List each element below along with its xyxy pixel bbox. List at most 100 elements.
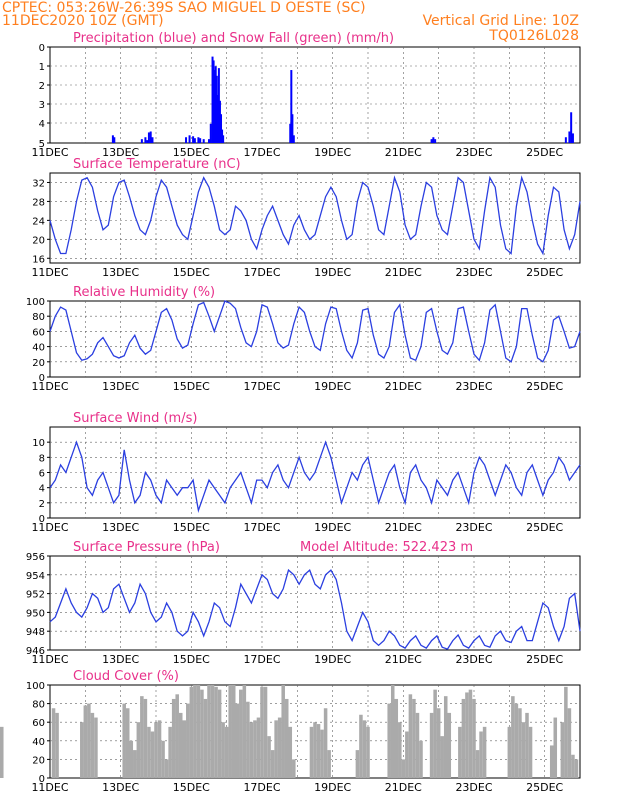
precip-ytick-label: 1 (39, 62, 45, 73)
wind-ytick-label: 6 (39, 469, 45, 480)
cloud-bar (292, 759, 296, 778)
header-location: CPTEC: 053:26W-26:39S SAO MIGUEL D OESTE… (2, 0, 366, 16)
pressure-ytick-label: 946 (26, 646, 45, 657)
cloud-bar (51, 708, 56, 778)
pressure-xtick-label: 19DEC (314, 653, 351, 666)
cloud-bar (284, 698, 289, 778)
cloud-bar (210, 685, 215, 778)
cloud-bar (150, 731, 155, 778)
cloud-bar (249, 722, 254, 778)
cloud-bar (316, 724, 321, 778)
precip-bar (144, 137, 147, 143)
cloud-bar (231, 685, 236, 778)
pressure-frame (49, 555, 581, 651)
cloud-bar (147, 726, 151, 778)
precip-bar (216, 95, 219, 143)
pressure-line (49, 568, 581, 650)
precip-bar (209, 123, 212, 143)
pressure-ytick-label: 948 (26, 627, 45, 638)
panel-temp: 16 20 24 28 32 11DEC 13DEC 15DEC 17DEC 19DEC 21DEC… (31, 157, 581, 279)
cloud-bar (447, 712, 452, 778)
precip-bar (570, 112, 573, 143)
wind-xtick-label: 19DEC (314, 521, 351, 534)
precip-bar (571, 133, 574, 143)
cloud-bar (224, 726, 229, 778)
cloud-bar (553, 717, 558, 778)
precip-xtick-label: 21DEC (385, 146, 422, 159)
pressure-ytick-label: 956 (26, 552, 45, 563)
cloud-bar (288, 726, 293, 778)
pressure-ytick-label: 952 (26, 590, 45, 601)
cloud-bar (405, 731, 409, 778)
cloud-bar (214, 686, 218, 778)
cloud-bar (221, 722, 225, 778)
cloud-xtick-label: 11DEC (31, 781, 68, 794)
precip-xtick-label: 11DEC (31, 146, 68, 159)
cloud-ytick-label: 60 (32, 718, 45, 729)
pressure-title: Surface Pressure (hPa) (73, 540, 220, 555)
cloud-bar (94, 717, 98, 778)
cloud-bar (239, 689, 243, 778)
temp-ytick-label: 16 (32, 254, 45, 265)
pressure-xtick-label: 13DEC (102, 653, 139, 666)
precip-bar (188, 135, 191, 143)
cloud-bar (443, 696, 448, 778)
precip-bar (146, 140, 149, 143)
cloud-bar (90, 712, 95, 778)
precip-bar (151, 137, 154, 143)
cloud-bar (171, 698, 176, 778)
precip-ytick-label: 0 (39, 43, 45, 54)
panel-wind: 0 2 4 6 8 10 11DEC 13DEC 15DEC 17DEC 19DEC 21DEC 23D… (31, 411, 581, 534)
cloud-xtick-label: 25DEC (526, 781, 563, 794)
rh-xtick-label: 23DEC (455, 380, 492, 393)
cloud-bar (267, 736, 271, 778)
cloud-bar (125, 708, 130, 778)
cloud-bar (189, 686, 194, 778)
cloud-bar (528, 726, 533, 778)
temp-xtick-label: 25DEC (526, 266, 563, 279)
precip-title: Precipitation (blue) and Snow Fall (gree… (73, 31, 394, 46)
cloud-bar (203, 698, 208, 778)
cloud-bar (274, 720, 278, 778)
temp-xtick-label: 19DEC (314, 266, 351, 279)
rh-frame (49, 300, 581, 378)
cloud-bar (560, 722, 565, 778)
cloud-bar (281, 685, 285, 778)
precip-bar (430, 139, 433, 143)
cloud-bar (320, 729, 324, 778)
wind-title: Surface Wind (m/s) (73, 411, 197, 426)
cloud-bar (161, 740, 165, 778)
precip-bar (292, 135, 295, 143)
cloud-bar (207, 685, 211, 778)
cloud-bar (235, 703, 240, 778)
cloud-bar (228, 685, 232, 778)
precip-xtick-label: 19DEC (314, 146, 351, 159)
wind-xtick-label: 23DEC (455, 521, 492, 534)
cloud-bar (217, 689, 222, 778)
rh-ytick-label: 40 (32, 343, 45, 354)
cloud-bar (571, 754, 575, 778)
cloud-bar (327, 750, 331, 778)
cloud-bar (419, 740, 423, 778)
cloud-bar (408, 694, 413, 778)
temp-ytick-label: 20 (32, 235, 45, 246)
cloud-xtick-label: 17DEC (243, 781, 280, 794)
cloud-xtick-label: 23DEC (455, 781, 492, 794)
cloud-bar (246, 701, 250, 778)
pressure-xtick-label: 17DEC (243, 653, 280, 666)
cloud-bar (355, 750, 360, 778)
temp-ytick-label: 24 (32, 216, 45, 227)
cloud-bar (465, 692, 469, 778)
precip-bar (291, 114, 294, 143)
pressure-ytick-label: 950 (26, 608, 45, 619)
cloud-bar (122, 703, 126, 778)
rh-title: Relative Humidity (%) (73, 285, 215, 300)
precip-bar (212, 60, 215, 143)
rh-ytick-label: 100 (26, 297, 45, 308)
precip-ytick-label: 5 (39, 139, 45, 150)
cloud-bar (507, 726, 512, 778)
cloud-bar (401, 759, 406, 778)
cloud-bar (309, 726, 314, 778)
temp-ytick-label: 32 (32, 178, 45, 189)
